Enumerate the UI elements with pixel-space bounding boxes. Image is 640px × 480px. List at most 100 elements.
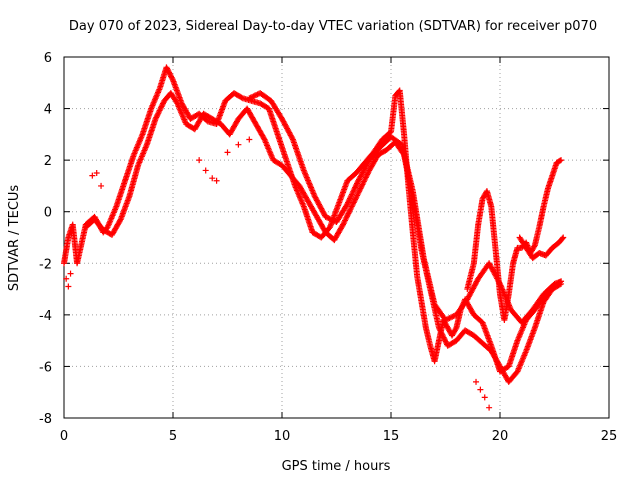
data-point [486, 404, 493, 411]
data-point [440, 334, 447, 341]
data-point [353, 181, 360, 188]
data-point [473, 378, 480, 385]
x-tick-label: 10 [274, 429, 291, 444]
data-point [361, 177, 368, 184]
data-point [253, 92, 260, 99]
data-point [202, 167, 209, 174]
data-point [159, 100, 166, 107]
x-tick-label: 20 [492, 429, 509, 444]
data-point [260, 135, 267, 142]
data-point [559, 235, 566, 242]
data-point [322, 213, 329, 220]
data-point [345, 198, 352, 205]
data-point [342, 217, 349, 224]
data-point [452, 326, 459, 333]
data-point [98, 182, 105, 189]
data-point [346, 209, 353, 216]
data-point [347, 206, 354, 213]
data-point [439, 331, 446, 338]
data-point [344, 200, 351, 207]
data-point [153, 113, 160, 120]
data-point [348, 192, 355, 199]
data-point [449, 313, 456, 320]
data-point [159, 102, 166, 109]
data-point [213, 177, 220, 184]
data-point [246, 95, 253, 102]
data-point [441, 335, 448, 342]
data-point [350, 200, 357, 207]
data-point [158, 103, 165, 110]
data-point [153, 114, 160, 121]
data-point [363, 173, 370, 180]
data-point [358, 182, 365, 189]
axis-ticks: 0 5 10 15 20 25 -8 -6 -4 -2 0 2 4 6 [39, 51, 617, 444]
data-point [238, 94, 245, 101]
data-point [531, 243, 538, 250]
data-point [437, 327, 444, 334]
y-tick-label: -6 [39, 360, 52, 375]
data-point [349, 202, 356, 209]
data-point [341, 218, 348, 225]
data-point [340, 220, 347, 227]
data-point [356, 186, 363, 193]
data-point [360, 178, 367, 185]
data-point [342, 216, 349, 223]
data-point [196, 157, 203, 164]
data-point [354, 179, 361, 186]
data-point [446, 315, 453, 322]
data-point [339, 222, 346, 229]
data-point [352, 195, 359, 202]
data-point [67, 270, 74, 277]
data-point [350, 199, 357, 206]
data-point [209, 175, 216, 182]
y-tick-label: 4 [44, 103, 52, 118]
data-point [436, 326, 443, 333]
data-point [249, 93, 256, 100]
data-point [250, 93, 257, 100]
data-point [346, 196, 353, 203]
data-point [346, 195, 353, 202]
data-point [347, 194, 354, 201]
data-point [352, 196, 359, 203]
data-point [89, 172, 96, 179]
data-point [116, 217, 123, 224]
data-point [477, 386, 484, 393]
data-point [325, 215, 332, 222]
data-point [352, 184, 359, 191]
data-point [450, 313, 457, 320]
y-tick-label: -2 [39, 257, 52, 272]
data-point [364, 170, 371, 177]
data-point [354, 192, 361, 199]
data-point [224, 149, 231, 156]
y-tick-label: 2 [44, 154, 52, 169]
data-point [558, 157, 565, 164]
data-point [326, 215, 333, 222]
data-point [359, 181, 366, 188]
data-point [362, 175, 369, 182]
data-point [289, 135, 296, 142]
data-point [352, 183, 359, 190]
data-point [442, 317, 449, 324]
x-tick-label: 15 [383, 429, 400, 444]
y-tick-label: -4 [39, 309, 52, 324]
data-point [155, 110, 162, 117]
data-point [356, 188, 363, 195]
data-point [323, 214, 330, 221]
data-point [481, 394, 488, 401]
data-point [246, 136, 253, 143]
data-point [154, 111, 161, 118]
data-point [447, 314, 454, 321]
data-point [65, 283, 72, 290]
data-point [345, 210, 352, 217]
data-point [251, 92, 258, 99]
data-point [558, 278, 565, 285]
data-point [358, 184, 365, 191]
data-point [351, 198, 358, 205]
data-point [348, 204, 355, 211]
data-point [156, 107, 163, 114]
data-point [351, 185, 358, 192]
plot-frame [63, 56, 610, 419]
data-point [235, 141, 242, 148]
data-point [93, 170, 100, 177]
data-point [345, 199, 352, 206]
